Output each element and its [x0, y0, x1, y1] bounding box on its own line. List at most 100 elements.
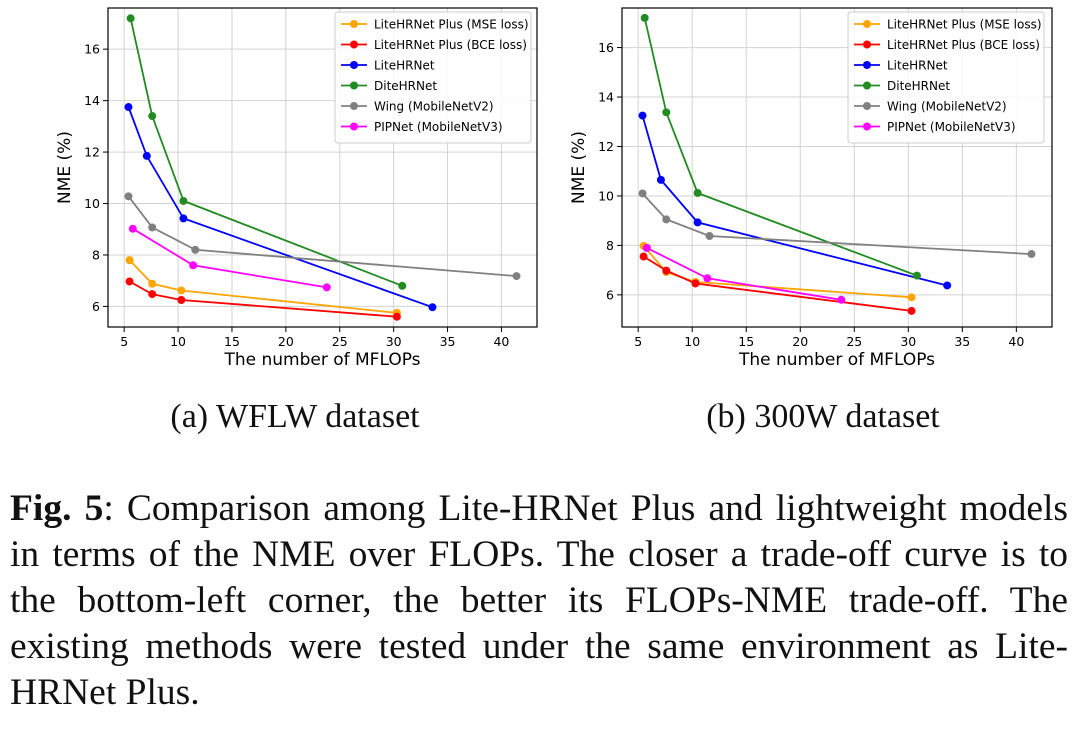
y-tick-label: 12 — [598, 139, 614, 154]
x-tick-label: 30 — [386, 334, 402, 349]
data-point — [177, 286, 186, 295]
x-tick-label: 35 — [954, 334, 970, 349]
y-tick-label: 8 — [606, 238, 614, 253]
legend-entry: PIPNet (MobileNetV3) — [374, 120, 503, 134]
data-point — [693, 218, 702, 227]
y-axis-label: NME (%) — [55, 131, 75, 204]
x-tick-label: 15 — [738, 334, 754, 349]
x-tick-label: 30 — [900, 334, 916, 349]
y-tick-label: 14 — [598, 90, 614, 105]
legend-marker — [863, 81, 871, 90]
series-line — [127, 195, 517, 277]
series-line — [127, 106, 433, 309]
legend-entry: DiteHRNet — [887, 79, 950, 93]
data-point — [907, 293, 916, 302]
series-line — [641, 115, 948, 287]
data-point — [662, 215, 671, 224]
data-point — [703, 274, 712, 283]
chart-300w: 5 10 15 20 25 30 35 40 6 8 10 12 14 16 The number of M… — [569, 7, 1053, 370]
y-tick-label: 16 — [598, 40, 614, 55]
y-tick-label: 6 — [92, 299, 100, 314]
x-tick-label: 40 — [493, 334, 509, 349]
data-point — [691, 279, 700, 288]
data-point — [912, 271, 921, 280]
x-tick-label: 25 — [846, 334, 862, 349]
data-point — [148, 112, 157, 121]
data-point — [179, 196, 188, 205]
data-point — [642, 243, 651, 252]
x-tick-label: 10 — [684, 334, 700, 349]
legend-marker — [350, 61, 358, 69]
plot-frame — [621, 7, 1053, 328]
plot-frame — [107, 7, 538, 328]
legend-entry: PIPNet (MobileNetV3) — [887, 120, 1016, 134]
legend-entry: LiteHRNet — [887, 59, 948, 73]
y-tick-label: 6 — [606, 287, 614, 302]
data-point — [662, 266, 671, 275]
figure-caption-text: : Comparison among Lite-HRNet Plus and l… — [10, 488, 1069, 713]
legend-entry: Wing (MobileNetV2) — [374, 100, 494, 114]
legend-marker — [350, 81, 358, 90]
data-point — [428, 303, 437, 312]
data-point — [191, 245, 200, 254]
data-point — [322, 283, 331, 292]
x-tick-label: 5 — [634, 334, 642, 349]
data-point — [837, 295, 846, 304]
data-point — [177, 295, 186, 304]
y-tick-label: 14 — [84, 93, 100, 108]
data-point — [126, 14, 135, 23]
data-point — [639, 252, 648, 261]
y-tick-label: 12 — [84, 145, 100, 160]
data-point — [705, 231, 714, 240]
legend-entry: LiteHRNet Plus (MSE loss) — [374, 18, 529, 32]
legend-marker — [350, 102, 358, 110]
x-tick-label: 40 — [1008, 334, 1024, 349]
y-tick-label: 16 — [84, 42, 100, 57]
data-point — [125, 256, 134, 265]
legend-box — [334, 11, 532, 144]
legend-entry: Wing (MobileNetV2) — [887, 100, 1007, 114]
x-axis-label: The number of MFLOPs — [223, 350, 420, 370]
x-tick-label: 20 — [278, 334, 294, 349]
data-point — [124, 103, 133, 112]
x-tick-label: 35 — [440, 334, 456, 349]
legend-marker — [863, 102, 871, 110]
data-point — [124, 192, 133, 201]
legend-marker — [863, 61, 871, 69]
data-point — [125, 277, 134, 286]
data-point — [662, 108, 671, 117]
data-point — [148, 290, 157, 299]
x-tick-label: 25 — [332, 334, 348, 349]
legend-marker — [350, 40, 358, 49]
subcaption-300w: (b) 300W dataset — [706, 398, 940, 435]
data-point — [128, 224, 137, 233]
data-point — [189, 261, 198, 270]
figure-caption: Fig. 5: Comparison among Lite-HRNet Plus… — [10, 486, 1068, 716]
legend-marker — [863, 122, 871, 131]
legend-marker — [350, 122, 358, 131]
legend-entry: LiteHRNet — [374, 59, 435, 73]
legend-entry: LiteHRNet Plus (MSE loss) — [887, 18, 1042, 32]
figure-label: Fig. 5 — [10, 488, 104, 529]
x-tick-label: 10 — [170, 334, 186, 349]
y-tick-label: 8 — [92, 247, 100, 262]
y-tick-label: 10 — [84, 196, 100, 211]
data-point — [142, 151, 151, 160]
y-tick-label: 10 — [598, 188, 614, 203]
data-point — [512, 272, 521, 281]
data-point — [943, 281, 952, 290]
chart-wflw: 5 10 15 20 25 30 35 40 6 8 10 12 14 16 The number of M… — [55, 7, 538, 370]
data-point — [148, 279, 157, 288]
data-point — [392, 312, 401, 321]
series-line — [643, 17, 918, 277]
legend-marker — [863, 40, 871, 49]
series-line — [641, 192, 1032, 255]
data-point — [148, 223, 157, 232]
series-line — [129, 18, 403, 287]
data-point — [638, 189, 647, 198]
y-axis-label: NME (%) — [569, 131, 589, 204]
data-point — [638, 111, 647, 120]
subcaption-wflw: (a) WFLW dataset — [170, 398, 420, 435]
legend-box — [847, 11, 1045, 144]
